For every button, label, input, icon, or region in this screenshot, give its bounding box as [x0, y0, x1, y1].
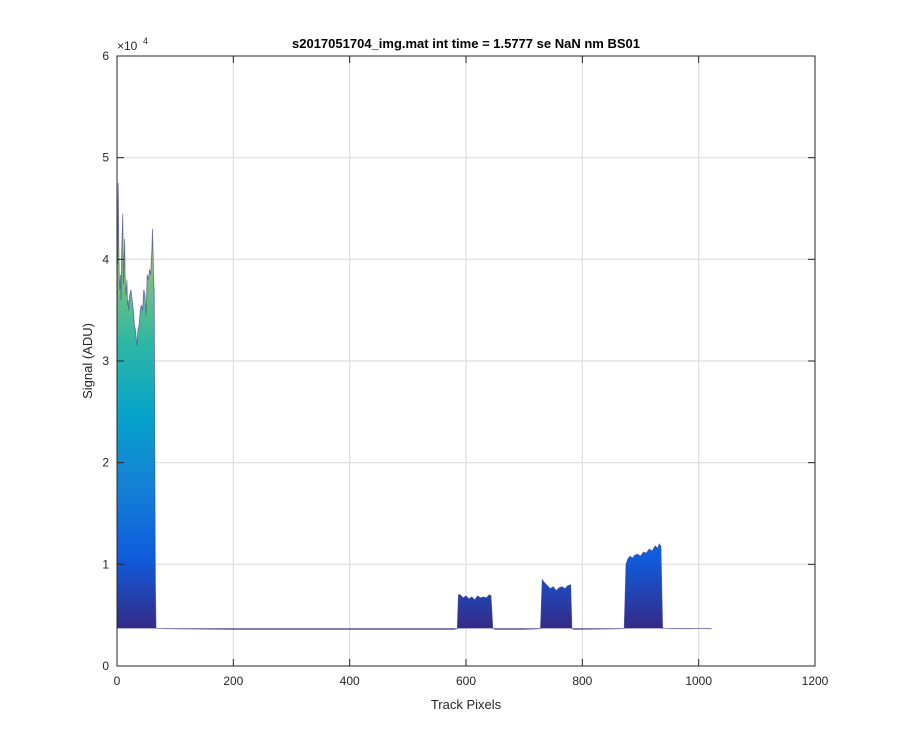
y-exponent-base: ×10 — [117, 39, 138, 53]
x-axis-label: Track Pixels — [431, 697, 502, 712]
y-tick-label: 6 — [102, 49, 109, 63]
x-tick-label: 800 — [572, 674, 592, 688]
tick-marks — [116, 55, 816, 667]
x-tick-label: 600 — [456, 674, 476, 688]
chart-title: s2017051704_img.mat int time = 1.5777 se… — [292, 36, 640, 51]
y-tick-label: 2 — [102, 456, 109, 470]
x-tick-label: 400 — [340, 674, 360, 688]
x-tick-label: 200 — [223, 674, 243, 688]
x-tick-label: 1000 — [685, 674, 712, 688]
y-tick-label: 4 — [102, 252, 109, 266]
y-exponent-power: 4 — [143, 36, 148, 46]
grid-lines — [117, 56, 815, 666]
tick-labels: 0 200 400 600 800 1000 1200 0 1 2 3 4 5 6 — [102, 49, 828, 688]
x-tick-label: 1200 — [802, 674, 829, 688]
y-axis-label: Signal (ADU) — [80, 323, 95, 399]
data-layer — [116, 157, 712, 630]
x-tick-label: 0 — [114, 674, 121, 688]
y-tick-label: 5 — [102, 151, 109, 165]
y-tick-label: 3 — [102, 354, 109, 368]
signal-surface-area — [117, 157, 712, 630]
y-tick-label: 1 — [102, 557, 109, 571]
signal-edge-line — [116, 157, 712, 630]
y-tick-label: 0 — [102, 659, 109, 673]
